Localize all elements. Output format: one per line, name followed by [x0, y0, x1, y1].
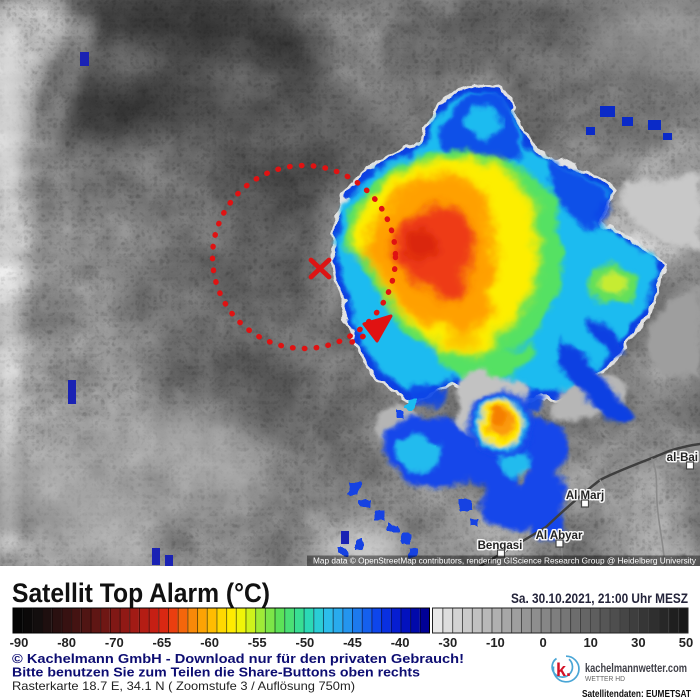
svg-text:Satellit Top Alarm (°C): Satellit Top Alarm (°C): [12, 578, 270, 608]
svg-text:0: 0: [539, 635, 546, 650]
svg-text:Al Marj: Al Marj: [566, 490, 604, 502]
svg-text:Map data © OpenStreetMap contr: Map data © OpenStreetMap contributors, r…: [313, 556, 697, 566]
svg-text:kachelmannwetter.com: kachelmannwetter.com: [585, 663, 687, 675]
svg-text:-55: -55: [248, 635, 267, 650]
svg-text:Rasterkarte 18.7 E, 34.1 N ( Z: Rasterkarte 18.7 E, 34.1 N ( Zoomstufe 3…: [12, 679, 355, 693]
svg-text:-90: -90: [10, 635, 29, 650]
svg-text:-65: -65: [153, 635, 172, 650]
svg-text:-50: -50: [296, 635, 315, 650]
svg-text:-10: -10: [486, 635, 505, 650]
svg-text:-70: -70: [105, 635, 124, 650]
svg-text:Al Abyar: Al Abyar: [536, 530, 583, 542]
svg-text:10: 10: [583, 635, 597, 650]
svg-text:-80: -80: [57, 635, 76, 650]
svg-text:-45: -45: [343, 635, 362, 650]
svg-text:Bengasi: Bengasi: [478, 540, 523, 552]
svg-text:Satellitendaten: EUMETSAT: Satellitendaten: EUMETSAT: [582, 688, 691, 700]
svg-text:30: 30: [631, 635, 645, 650]
svg-text:WETTER HD: WETTER HD: [585, 674, 626, 683]
svg-text:-60: -60: [200, 635, 219, 650]
svg-text:k.: k.: [556, 660, 571, 680]
svg-text:50: 50: [679, 635, 693, 650]
svg-text:-40: -40: [391, 635, 410, 650]
svg-text:-30: -30: [438, 635, 457, 650]
svg-text:Bitte benutzen Sie zum Teilen: Bitte benutzen Sie zum Teilen die Share-…: [12, 665, 420, 680]
svg-text:© Kachelmann GmbH - Download n: © Kachelmann GmbH - Download nur für den…: [12, 651, 464, 666]
svg-text:Sa. 30.10.2021, 21:00 Uhr MESZ: Sa. 30.10.2021, 21:00 Uhr MESZ: [511, 591, 688, 606]
